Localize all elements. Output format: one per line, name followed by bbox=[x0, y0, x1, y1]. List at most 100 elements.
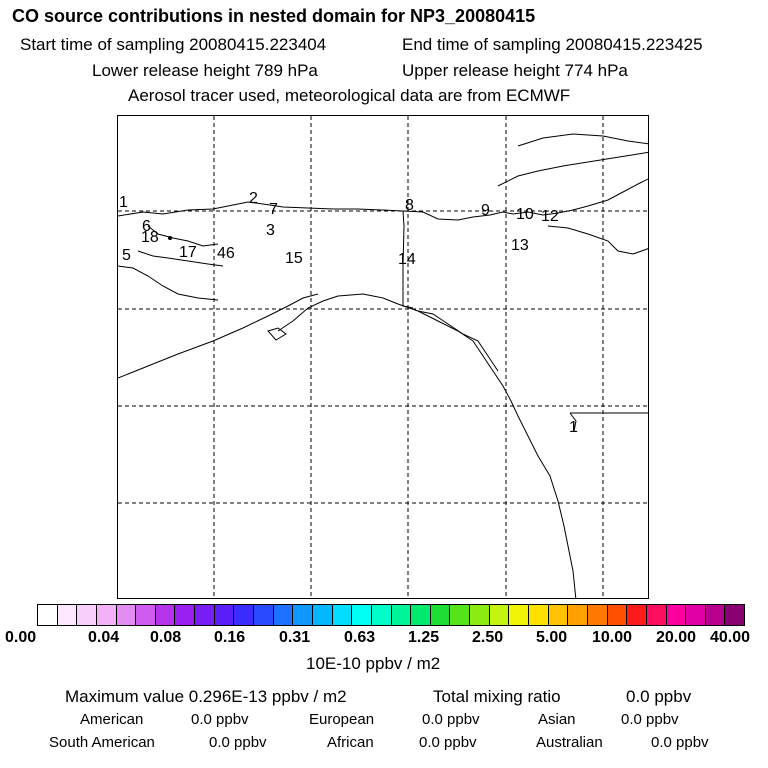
colorbar-segment bbox=[529, 605, 549, 625]
start-time: Start time of sampling 20080415.223404 bbox=[20, 35, 327, 54]
region-value: 0.0 ppbv bbox=[422, 711, 480, 728]
map-label: 5 bbox=[122, 247, 131, 264]
colorbar-tick: 20.00 bbox=[656, 629, 697, 646]
colorbar-tick: 0.00 bbox=[5, 629, 37, 646]
region-value: 0.0 ppbv bbox=[419, 734, 477, 751]
colorbar-segment bbox=[391, 605, 412, 625]
north-coast-islands bbox=[497, 151, 648, 187]
map-label: 12 bbox=[541, 208, 559, 225]
colorbar bbox=[37, 604, 745, 626]
map-label: 13 bbox=[511, 237, 529, 254]
arctic-coast bbox=[118, 178, 648, 221]
puget-sound bbox=[569, 412, 577, 432]
upper-release-height: Upper release height 774 hPa bbox=[402, 61, 628, 80]
colorbar-segment bbox=[96, 605, 117, 625]
colorbar-segment bbox=[57, 605, 78, 625]
colorbar-tick: 0.16 bbox=[214, 629, 246, 646]
region-name: European bbox=[309, 711, 375, 728]
colorbar-segment bbox=[411, 605, 431, 625]
colorbar-segment bbox=[77, 605, 97, 625]
map-label: 7 bbox=[269, 201, 278, 218]
coastlines bbox=[118, 133, 648, 598]
colorbar-segment bbox=[705, 605, 726, 625]
colorbar-segment bbox=[332, 605, 353, 625]
colorbar-segment bbox=[136, 605, 156, 625]
plot-title: CO source contributions in nested domain… bbox=[12, 6, 536, 26]
colorbar-segment bbox=[450, 605, 471, 625]
map-label: 1 bbox=[569, 419, 578, 436]
region-name: American bbox=[80, 711, 144, 728]
map-label: 3 bbox=[266, 222, 275, 239]
colorbar-segment bbox=[175, 605, 196, 625]
colorbar-tick: 5.00 bbox=[536, 629, 568, 646]
map-label: 10 bbox=[516, 206, 534, 223]
colorbar-units: 10E-10 ppbv / m2 bbox=[306, 654, 441, 673]
map-panel: 1 2 7 8 9 10 12 6 18 3 17 46 5 15 14 13 … bbox=[117, 115, 649, 599]
region-name: South American bbox=[49, 734, 155, 751]
colorbar-segment bbox=[312, 605, 333, 625]
region-name: African bbox=[327, 734, 374, 751]
colorbar-segment bbox=[587, 605, 608, 625]
colorbar-segment bbox=[116, 605, 137, 625]
colorbar-tick: 0.63 bbox=[344, 629, 376, 646]
colorbar-segment bbox=[489, 605, 510, 625]
colorbar-segment bbox=[430, 605, 451, 625]
colorbar-segment bbox=[195, 605, 215, 625]
map-label: 18 bbox=[141, 229, 159, 246]
colorbar-tick: 40.00 bbox=[710, 629, 751, 646]
map-label: 1 bbox=[119, 194, 128, 211]
colorbar-segment bbox=[646, 605, 667, 625]
colorbar-segment bbox=[352, 605, 372, 625]
source-marker bbox=[168, 236, 172, 240]
colorbar-segment bbox=[273, 605, 294, 625]
lower-release-height: Lower release height 789 hPa bbox=[92, 61, 318, 80]
map-label: 2 bbox=[249, 190, 258, 207]
map-label: 17 bbox=[179, 244, 197, 261]
inside-passage bbox=[417, 310, 499, 372]
kodiak-area bbox=[267, 327, 287, 341]
colorbar-segment bbox=[234, 605, 255, 625]
victoria-island-coast bbox=[547, 225, 648, 255]
colorbar-tick: 10.00 bbox=[592, 629, 633, 646]
region-value: 0.0 ppbv bbox=[621, 711, 679, 728]
colorbar-segment bbox=[293, 605, 313, 625]
map-label: 9 bbox=[481, 202, 490, 219]
banks-island bbox=[517, 133, 648, 147]
colorbar-segment bbox=[725, 605, 745, 625]
map-canvas bbox=[118, 116, 648, 598]
alaska-west-coast bbox=[118, 265, 219, 301]
colorbar-segment bbox=[686, 605, 706, 625]
map-label: 8 bbox=[405, 197, 414, 214]
map-label: 46 bbox=[217, 245, 235, 262]
colorbar-tick: 0.04 bbox=[88, 629, 120, 646]
colorbar-segment bbox=[607, 605, 628, 625]
end-time: End time of sampling 20080415.223425 bbox=[402, 35, 703, 54]
region-name: Australian bbox=[536, 734, 603, 751]
region-name: Asian bbox=[538, 711, 576, 728]
colorbar-tick: 1.25 bbox=[408, 629, 440, 646]
region-value: 0.0 ppbv bbox=[191, 711, 249, 728]
region-value: 0.0 ppbv bbox=[651, 734, 709, 751]
colorbar-segment bbox=[214, 605, 235, 625]
colorbar-segment bbox=[548, 605, 569, 625]
gulf-of-alaska bbox=[277, 293, 577, 598]
colorbar-segment bbox=[509, 605, 530, 625]
colorbar-segment bbox=[155, 605, 176, 625]
colorbar-segment bbox=[254, 605, 274, 625]
colorbar-segment bbox=[38, 605, 58, 625]
alaska-peninsula bbox=[118, 293, 319, 379]
total-mixing-label: Total mixing ratio bbox=[433, 687, 561, 706]
graticule bbox=[118, 116, 648, 598]
colorbar-tick: 0.08 bbox=[150, 629, 182, 646]
bering-coast-2 bbox=[137, 250, 224, 267]
map-label: 6 bbox=[142, 218, 151, 235]
total-mixing-value: 0.0 ppbv bbox=[626, 687, 692, 706]
colorbar-segment bbox=[627, 605, 647, 625]
colorbar-tick: 0.31 bbox=[279, 629, 311, 646]
tracer-note: Aerosol tracer used, meteorological data… bbox=[128, 86, 571, 105]
region-value: 0.0 ppbv bbox=[209, 734, 267, 751]
colorbar-tick: 2.50 bbox=[472, 629, 504, 646]
map-label: 15 bbox=[285, 250, 303, 267]
colorbar-segment bbox=[666, 605, 687, 625]
colorbar-segment bbox=[568, 605, 588, 625]
